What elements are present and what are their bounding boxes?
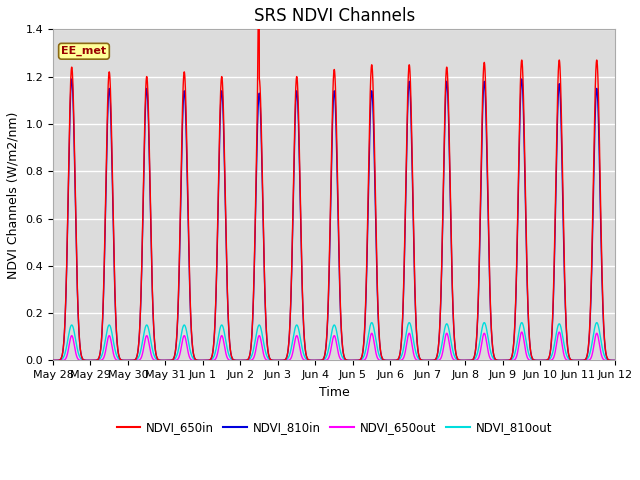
- NDVI_810out: [260, 339, 268, 345]
- NDVI_810out: [610, 358, 618, 363]
- X-axis label: Time: Time: [319, 386, 349, 399]
- NDVI_650in: [610, 358, 618, 363]
- NDVI_650in: [412, 317, 420, 323]
- NDVI_810in: [49, 358, 57, 363]
- NDVI_650out: [49, 358, 57, 363]
- NDVI_810in: [68, 76, 76, 82]
- Line: NDVI_650out: NDVI_650out: [53, 332, 616, 360]
- NDVI_810in: [412, 319, 420, 325]
- NDVI_810out: [49, 358, 57, 363]
- NDVI_810in: [164, 358, 172, 363]
- Text: EE_met: EE_met: [61, 46, 106, 56]
- NDVI_650in: [170, 356, 177, 362]
- Legend: NDVI_650in, NDVI_810in, NDVI_650out, NDVI_810out: NDVI_650in, NDVI_810in, NDVI_650out, NDV…: [112, 416, 557, 439]
- NDVI_810in: [612, 358, 620, 363]
- NDVI_810in: [170, 356, 177, 362]
- Title: SRS NDVI Channels: SRS NDVI Channels: [253, 7, 415, 25]
- NDVI_650in: [164, 358, 172, 363]
- NDVI_650out: [556, 329, 563, 335]
- NDVI_810in: [610, 358, 618, 363]
- NDVI_810in: [260, 242, 268, 248]
- Line: NDVI_650in: NDVI_650in: [53, 0, 616, 360]
- NDVI_810out: [612, 358, 620, 363]
- NDVI_810out: [170, 357, 177, 363]
- NDVI_650out: [260, 351, 268, 357]
- NDVI_810out: [412, 350, 420, 356]
- Line: NDVI_810in: NDVI_810in: [53, 79, 616, 360]
- NDVI_650out: [612, 358, 620, 363]
- NDVI_650out: [170, 358, 177, 363]
- NDVI_650in: [260, 236, 268, 242]
- NDVI_650in: [49, 358, 57, 363]
- NDVI_650out: [412, 357, 420, 362]
- Y-axis label: NDVI Channels (W/m2/nm): NDVI Channels (W/m2/nm): [7, 111, 20, 278]
- NDVI_650out: [610, 358, 618, 363]
- NDVI_650out: [164, 358, 172, 363]
- NDVI_810out: [164, 358, 172, 363]
- Line: NDVI_810out: NDVI_810out: [53, 323, 616, 360]
- NDVI_650out: [492, 358, 500, 363]
- NDVI_650in: [612, 358, 620, 363]
- NDVI_650in: [492, 357, 500, 362]
- NDVI_810in: [492, 357, 500, 362]
- NDVI_810out: [593, 320, 600, 325]
- NDVI_810out: [492, 357, 500, 363]
